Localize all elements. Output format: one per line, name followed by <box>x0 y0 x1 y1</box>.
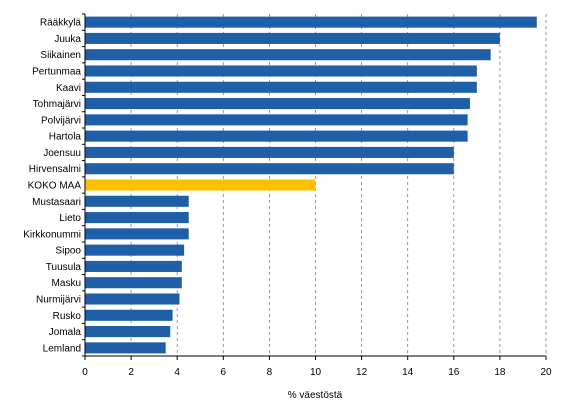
category-label: Nurmijärvi <box>36 295 81 306</box>
category-label: Hartola <box>49 132 82 143</box>
bar <box>85 81 477 93</box>
category-label: Rusko <box>53 311 82 322</box>
bar <box>85 163 454 175</box>
bar <box>85 260 182 272</box>
x-tick-label: 4 <box>174 367 180 378</box>
category-label: Kaavi <box>56 83 81 94</box>
bar <box>85 65 477 77</box>
category-label: Hirvensalmi <box>29 164 81 175</box>
category-label: Kirkkonummi <box>23 229 81 240</box>
x-tick-label: 20 <box>540 367 552 378</box>
x-tick-label: 10 <box>310 367 322 378</box>
category-label: Tuusula <box>46 262 82 273</box>
x-tick-label: 0 <box>82 367 88 378</box>
bar <box>85 114 468 126</box>
x-tick-label: 16 <box>448 367 460 378</box>
bar <box>85 195 189 207</box>
category-label: Tohmajärvi <box>33 99 81 110</box>
category-label: Mustasaari <box>32 197 81 208</box>
category-label: Lemland <box>43 343 81 354</box>
category-labels: Rääkkylä Juuka Siikainen Pertunmaa Kaavi Tohm… <box>23 18 81 355</box>
bar <box>85 146 454 158</box>
category-label: Lieto <box>59 213 81 224</box>
category-label: KOKO MAA <box>28 181 82 192</box>
bars <box>85 16 537 354</box>
bar <box>85 309 173 321</box>
category-label: Joensuu <box>43 148 81 159</box>
category-label: Pertunmaa <box>32 67 81 78</box>
bar <box>85 326 171 338</box>
category-label: Siikainen <box>40 50 81 61</box>
x-tick-label: 8 <box>267 367 273 378</box>
bar <box>85 98 470 110</box>
axes <box>82 13 547 360</box>
x-tick-label: 2 <box>128 367 134 378</box>
bar <box>85 244 185 256</box>
bar <box>85 277 182 289</box>
x-tick-labels: 0 2 4 6 8 10 12 14 16 18 20 <box>82 367 552 378</box>
x-axis-title: % väestöstä <box>288 390 343 401</box>
bar <box>85 212 189 224</box>
category-label: Sipoo <box>55 246 81 257</box>
category-label: Rääkkylä <box>40 18 82 29</box>
bar <box>85 49 491 61</box>
bar <box>85 130 468 142</box>
category-label: Polvijärvi <box>41 115 81 126</box>
bar <box>85 342 166 354</box>
category-label: Masku <box>52 278 81 289</box>
bar <box>85 179 316 191</box>
bar <box>85 16 537 28</box>
x-tick-label: 18 <box>494 367 506 378</box>
x-tick-label: 6 <box>221 367 227 378</box>
bar <box>85 293 180 305</box>
x-tick-label: 14 <box>402 367 414 378</box>
category-label: Juuka <box>54 34 81 45</box>
x-tick-label: 12 <box>356 367 368 378</box>
bar <box>85 228 189 240</box>
bar <box>85 32 500 44</box>
category-label: Jomala <box>49 327 82 338</box>
